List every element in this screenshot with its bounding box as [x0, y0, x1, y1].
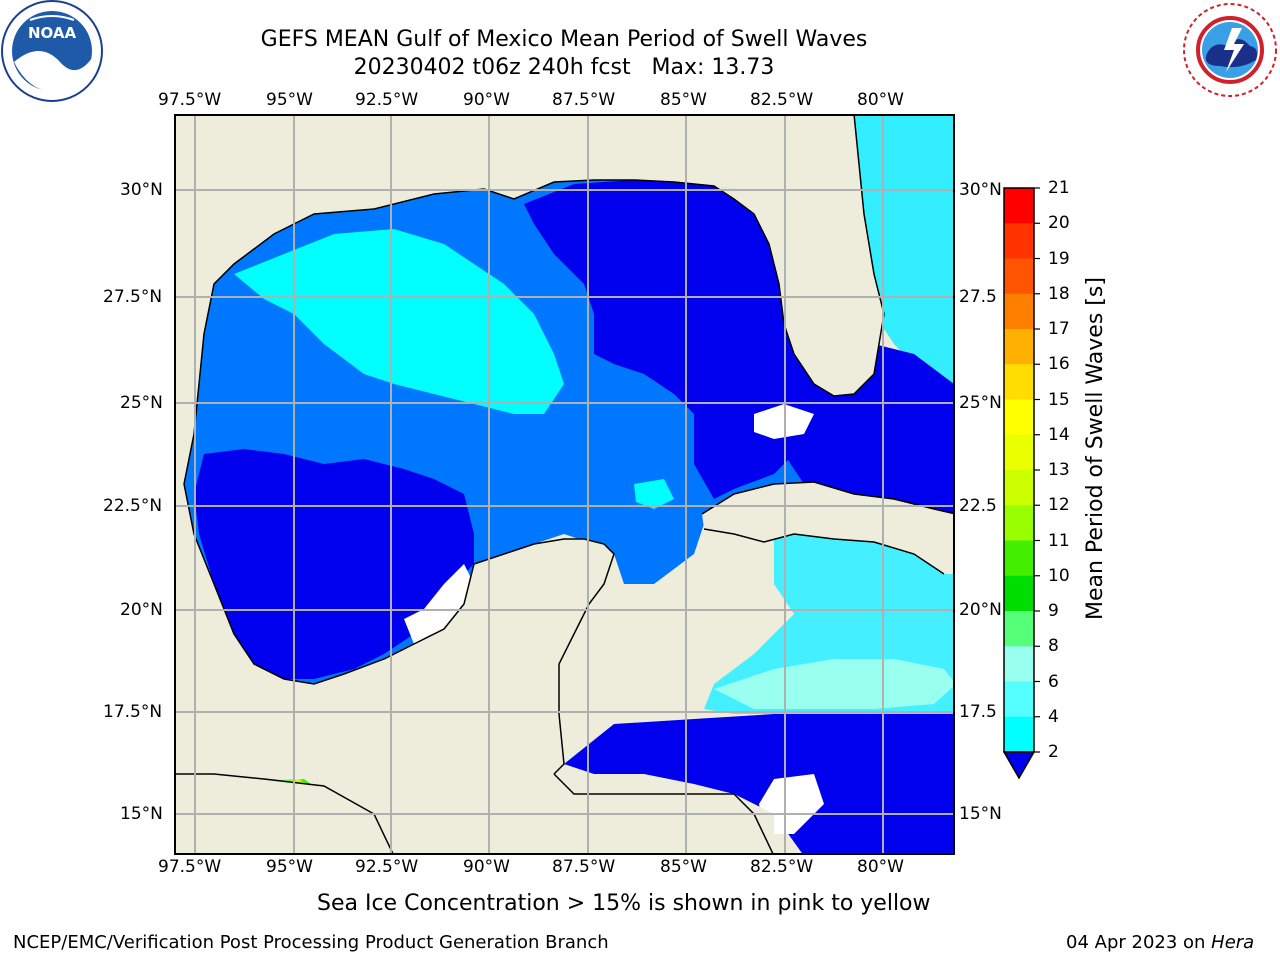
footer-host: Hera: [1211, 932, 1255, 953]
nodata-patch-campeche: [404, 564, 474, 644]
lon-tick-top: 80°W: [857, 90, 904, 110]
colorbar-segment: [1004, 434, 1034, 471]
cyan-spot-south: [634, 479, 674, 509]
map-subtitle: 20230402 t06z 240h fcst Max: 13.73: [353, 55, 775, 80]
lon-tick-top: 92.5°W: [355, 90, 419, 110]
lon-tick-bottom: 85°W: [660, 857, 707, 877]
map-panel: [174, 114, 955, 855]
footer-credit: NCEP/EMC/Verification Post Processing Pr…: [13, 932, 609, 953]
colorbar-tick-label: 13: [1048, 460, 1070, 480]
lat-tick-left: 15°N: [120, 804, 163, 824]
colorbar-segment: [1004, 716, 1034, 753]
lon-tick-bottom: 82.5°W: [750, 857, 814, 877]
lon-tick-bottom: 87.5°W: [552, 857, 616, 877]
colorbar-tick-label: 12: [1048, 495, 1070, 516]
lon-tick-top: 97.5°W: [158, 90, 222, 110]
colorbar-segment: [1004, 470, 1034, 506]
map-border: [174, 114, 955, 855]
lon-tick-bottom: 97.5°W: [158, 857, 222, 877]
colorbar-tick-label: 21: [1048, 178, 1070, 198]
lon-tick-bottom: 80°W: [857, 857, 904, 877]
lat-tick-right: 30°N: [959, 180, 1002, 200]
lat-tick-left: 27.5°N: [103, 287, 163, 307]
colorbar-tick-label: 8: [1048, 636, 1059, 657]
colorbar-tick-label: 17: [1048, 319, 1070, 339]
deep-blue-region-se: [564, 714, 954, 854]
colorbar-tick-label: 11: [1048, 530, 1070, 551]
noaa-logo: NOAA: [1, 0, 103, 102]
lat-tick-right: 27.5: [959, 287, 997, 307]
footer-date-text: 04 Apr 2023 on: [1066, 932, 1212, 953]
lat-tick-left: 30°N: [120, 180, 163, 200]
colorbar-segment: [1004, 223, 1034, 259]
colorbar-tick-label: 18: [1048, 283, 1070, 304]
lon-tick-bottom: 95°W: [266, 857, 313, 877]
lon-tick-top: 95°W: [266, 90, 313, 110]
lat-tick-left: 17.5°N: [103, 702, 163, 722]
lon-tick-bottom: 92.5°W: [355, 857, 419, 877]
lat-tick-left: 20°N: [120, 600, 163, 620]
lon-tick-top: 85°W: [660, 90, 707, 110]
colorbar-tick-label: 2: [1048, 742, 1059, 762]
graticule: [175, 115, 954, 854]
map-title: GEFS MEAN Gulf of Mexico Mean Period of …: [260, 27, 868, 52]
colorbar-segment: [1004, 540, 1034, 577]
svg-text:NOAA: NOAA: [28, 24, 77, 42]
lat-tick-right: 20°N: [959, 600, 1002, 620]
colorbar-segment: [1004, 293, 1034, 330]
colorbar-tick-label: 10: [1048, 565, 1070, 586]
coastline-us: [183, 115, 885, 485]
lat-tick-left: 25°N: [120, 393, 163, 413]
colorbar-tick-label: 6: [1048, 671, 1059, 692]
colorbar-segment: [1004, 364, 1034, 400]
colorbar-tick-label: 9: [1048, 601, 1059, 621]
lon-tick-bottom: 90°W: [463, 857, 510, 877]
colorbar-segment: [1004, 258, 1034, 295]
lon-tick-top: 82.5°W: [750, 90, 814, 110]
colorbar-tick-label: 16: [1048, 354, 1070, 375]
colorbar-segment: [1004, 329, 1034, 365]
colorbar-tick-label: 19: [1048, 248, 1070, 269]
colorbar-segment: [1004, 399, 1034, 436]
lat-tick-right: 22.5: [959, 496, 997, 516]
colorbar-tick-label: 15: [1048, 389, 1070, 410]
colorbar-tick-label: 14: [1048, 424, 1070, 445]
nodata-patch-se: [759, 774, 824, 834]
colorbar: [1002, 187, 1040, 780]
colorbar-segment: [1004, 188, 1034, 224]
colorbar-segment: [1004, 505, 1034, 541]
cyan-region-central: [234, 229, 564, 414]
colorbar-segment: [1004, 575, 1034, 612]
footer-date: 04 Apr 2023 on Hera: [1066, 932, 1254, 954]
lat-tick-right: 17.5: [959, 702, 997, 722]
lat-tick-right: 15°N: [959, 804, 1002, 824]
colorbar-tick-label: 20: [1048, 213, 1070, 234]
colorbar-extend-triangle: [1002, 751, 1036, 780]
lon-tick-top: 87.5°W: [552, 90, 616, 110]
colorbar-segment: [1004, 611, 1034, 647]
lat-tick-right: 25°N: [959, 393, 1002, 413]
nws-logo: [1182, 2, 1278, 98]
land-florida: [714, 115, 884, 396]
pale-cyan-streak: [714, 659, 954, 709]
colorbar-segment: [1004, 681, 1034, 718]
colorbar-label: Mean Period of Swell Waves [s]: [1083, 277, 1108, 620]
lat-tick-left: 22.5°N: [103, 496, 163, 516]
sea-ice-caption: Sea Ice Concentration > 15% is shown in …: [317, 891, 931, 916]
coastline-cuba: [701, 481, 954, 575]
land-us-coast: [175, 115, 834, 484]
land-mexico: [175, 539, 774, 854]
lon-tick-top: 90°W: [463, 90, 510, 110]
colorbar-tick-label: 4: [1048, 706, 1059, 727]
colorbar-segment: [1004, 646, 1034, 682]
deep-blue-region-ne: [524, 180, 829, 499]
